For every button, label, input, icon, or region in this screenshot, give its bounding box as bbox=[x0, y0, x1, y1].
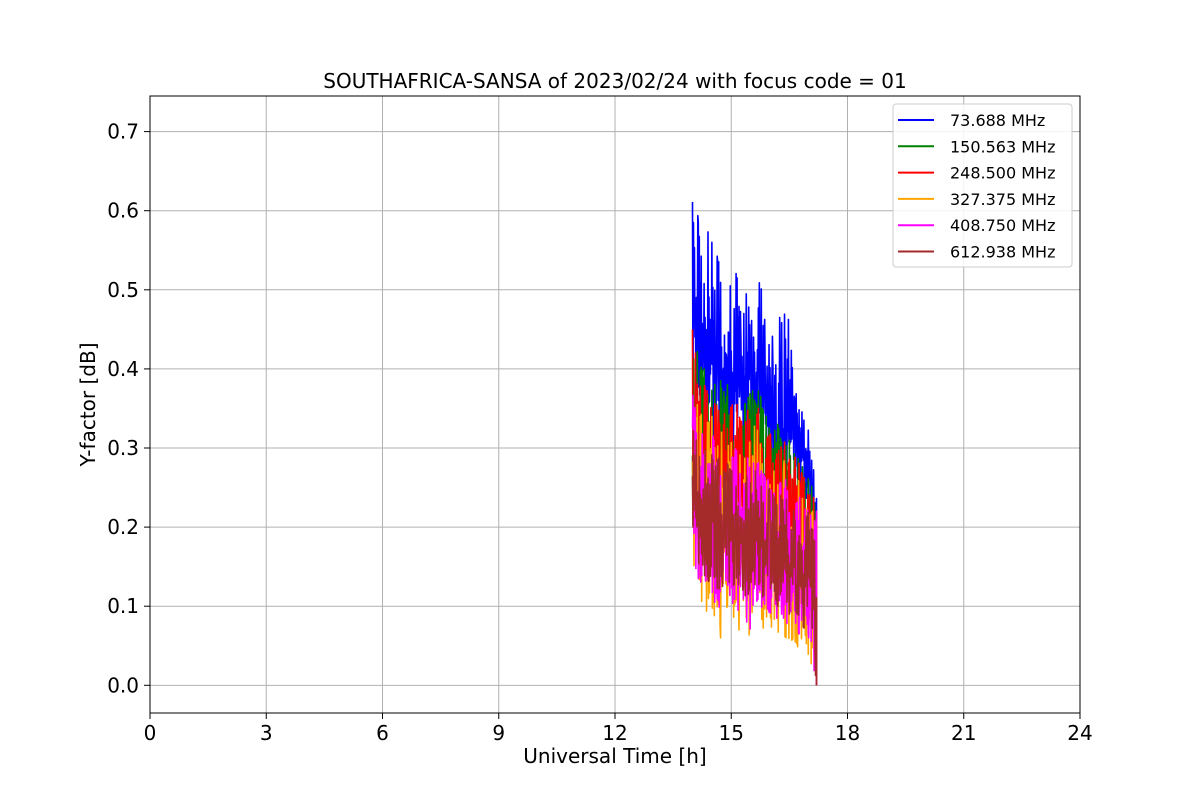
x-tick-label: 21 bbox=[951, 721, 976, 745]
series-line-5 bbox=[691, 430, 818, 686]
legend-frame bbox=[892, 103, 1073, 268]
chart-title: SOUTHAFRICA-SANSA of 2023/02/24 with foc… bbox=[323, 69, 907, 93]
y-tick-label: 0.4 bbox=[107, 357, 139, 381]
legend-entry-0: 73.688 MHz bbox=[950, 111, 1045, 130]
legend-entry-3: 327.375 MHz bbox=[950, 190, 1055, 209]
x-tick-label: 6 bbox=[376, 721, 389, 745]
series-line-0 bbox=[691, 202, 818, 686]
x-tick-label: 15 bbox=[719, 721, 744, 745]
x-tick-label: 18 bbox=[835, 721, 860, 745]
y-axis-label: Y-factor [dB] bbox=[76, 342, 100, 467]
y-tick-label: 0.2 bbox=[107, 515, 139, 539]
x-tick-label: 24 bbox=[1067, 721, 1092, 745]
y-tick-label: 0.6 bbox=[107, 199, 139, 223]
x-tick-label: 9 bbox=[492, 721, 505, 745]
x-tick-label: 3 bbox=[260, 721, 273, 745]
y-tick-label: 0.1 bbox=[107, 594, 139, 618]
y-tick-label: 0.0 bbox=[107, 673, 139, 697]
series-layer bbox=[691, 202, 818, 686]
y-tick-label: 0.7 bbox=[107, 120, 139, 144]
x-tick-label: 12 bbox=[602, 721, 627, 745]
x-axis-label: Universal Time [h] bbox=[523, 744, 706, 768]
legend-entry-4: 408.750 MHz bbox=[950, 216, 1055, 235]
y-tick-label: 0.3 bbox=[107, 436, 139, 460]
y-tick-label: 0.5 bbox=[107, 278, 139, 302]
y-axis-ticks: 0.0 0.1 0.2 0.3 0.4 0.5 0.6 0.7 bbox=[107, 120, 150, 697]
legend-items: 73.688 MHz 150.563 MHz 248.500 MHz 327.375 … bbox=[898, 111, 1055, 262]
x-tick-label: 0 bbox=[144, 721, 157, 745]
legend-entry-5: 612.938 MHz bbox=[950, 243, 1055, 262]
legend-entry-2: 248.500 MHz bbox=[950, 164, 1055, 183]
x-axis-ticks: 0 3 6 9 12 15 18 21 24 bbox=[144, 713, 1093, 745]
legend-entry-1: 150.563 MHz bbox=[950, 137, 1055, 156]
legend: 73.688 MHz 150.563 MHz 248.500 MHz 327.375 … bbox=[892, 103, 1073, 268]
